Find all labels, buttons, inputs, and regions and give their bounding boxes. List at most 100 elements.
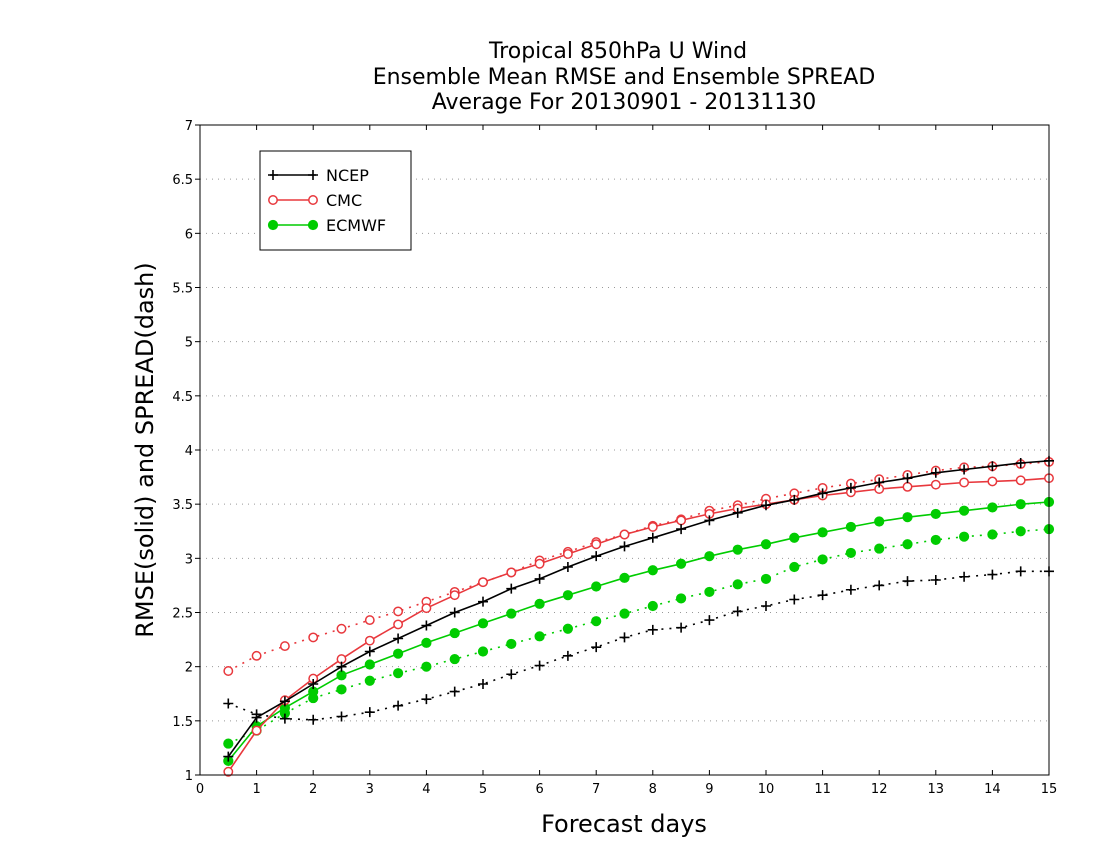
ncep-spread-point (393, 700, 404, 711)
cmc-rmse-point (421, 603, 432, 614)
y-tick-label: 5 (185, 336, 193, 351)
ncep-rmse-point (308, 679, 319, 689)
y-tick-label: 6 (185, 227, 193, 242)
ncep-spread-point (789, 594, 800, 605)
ncep-rmse-point (817, 488, 828, 499)
ncep-spread-point (506, 669, 517, 680)
ncep-rmse-point (959, 464, 970, 475)
ecmwf-spread-point (506, 638, 517, 650)
ecmwf-rmse-point (534, 598, 545, 609)
ncep-spread-point (704, 615, 715, 626)
ncep-spread-point (364, 707, 375, 718)
cmc-rmse-point (223, 766, 234, 777)
ecmwf-spread-point (477, 646, 489, 657)
ncep-rmse-point (704, 515, 715, 526)
legend: NCEP CMC ECMWF (259, 150, 412, 251)
ecmwf-rmse-point (987, 502, 998, 513)
title-line-2: Ensemble Mean RMSE and Ensemble SPREAD (373, 65, 876, 90)
ncep-spread-point (676, 622, 687, 633)
x-tick-label: 3 (366, 782, 374, 797)
ecmwf-spread-point (647, 600, 658, 612)
cmc-rmse-point (534, 558, 545, 569)
ecmwf-spread-point (591, 616, 602, 627)
ncep-spread-point (761, 601, 771, 611)
ecmwf-rmse-point (760, 539, 772, 550)
x-tick-label: 5 (479, 782, 487, 797)
ncep-rmse-point (732, 507, 743, 518)
legend-label-ecmwf: ECMWF (326, 216, 386, 235)
ncep-rmse-point (421, 620, 432, 631)
y-tick-label: 5.5 (172, 282, 193, 297)
ncep-rmse-point (336, 661, 347, 672)
cmc-rmse-point (676, 515, 687, 526)
y-tick-label: 4.5 (172, 390, 193, 405)
ecmwf-spread-point (336, 684, 347, 695)
ncep-spread-point (449, 686, 460, 697)
ecmwf-spread-point (930, 534, 941, 546)
ecmwf-spread-point (619, 608, 630, 619)
ecmwf-rmse-point (591, 581, 602, 592)
ncep-rmse-point (478, 596, 488, 607)
ncep-rmse-point (789, 494, 800, 505)
ecmwf-rmse-point (1015, 499, 1026, 510)
ncep-spread-point (902, 576, 913, 587)
ecmwf-rmse-point (902, 512, 913, 523)
ncep-rmse-point (506, 583, 517, 594)
x-tick-label: 0 (196, 782, 204, 797)
x-tick-label: 2 (309, 782, 317, 797)
ecmwf-spread-point (845, 547, 857, 559)
cmc-rmse-point (647, 521, 658, 532)
y-tick-label: 7 (185, 119, 193, 134)
ecmwf-spread-point (874, 543, 885, 554)
ecmwf-spread-point (562, 623, 574, 634)
ncep-spread-point (874, 580, 885, 591)
ncep-rmse-point (845, 482, 856, 493)
y-tick-label: 1 (185, 769, 193, 784)
ecmwf-spread-point (449, 653, 460, 665)
x-axis-label: Forecast days (541, 810, 707, 838)
ecmwf-spread-point (902, 539, 913, 550)
cmc-rmse-point (959, 477, 970, 488)
ncep-spread-point (732, 606, 743, 617)
y-tick-label: 4 (185, 444, 193, 459)
ecmwf-spread-point (534, 631, 545, 642)
ncep-spread-line (228, 570, 1049, 721)
cmc-rmse-point (562, 549, 573, 559)
legend-label-cmc: CMC (326, 191, 362, 210)
ncep-spread-point (279, 713, 290, 724)
cmc-spread-point (393, 606, 404, 617)
cmc-rmse-point (506, 567, 517, 578)
ncep-rmse-point (449, 607, 460, 618)
x-tick-label: 10 (758, 782, 775, 797)
x-tick-label: 13 (928, 782, 945, 797)
ncep-rmse-point (562, 562, 573, 572)
ecmwf-rmse-point (874, 516, 885, 527)
x-tick-label: 7 (592, 782, 600, 797)
cmc-spread-point (279, 641, 290, 652)
ncep-rmse-point (902, 473, 913, 484)
ncep-rmse-point (987, 461, 998, 472)
ecmwf-rmse-point (704, 551, 715, 562)
cmc-rmse-point (449, 590, 460, 601)
ncep-rmse-point (393, 633, 404, 644)
ncep-rmse-point (591, 551, 602, 562)
cmc-rmse-point (619, 529, 630, 540)
chart-title: Tropical 850hPa U Wind Ensemble Mean RMS… (373, 39, 876, 115)
ecmwf-spread-point (760, 573, 772, 585)
ncep-spread-point (647, 624, 658, 635)
ecmwf-rmse-point (393, 648, 404, 659)
ecmwf-rmse-point (676, 558, 687, 569)
ncep-rmse-point (364, 646, 375, 657)
ecmwf-rmse-point (930, 508, 941, 520)
legend-label-ncep: NCEP (326, 166, 369, 185)
ecmwf-rmse-point (336, 670, 347, 681)
cmc-rmse-line (227, 477, 1050, 773)
ncep-rmse-point (874, 477, 885, 488)
ncep-rmse-point (279, 696, 290, 707)
cmc-spread-point (223, 666, 234, 676)
ecmwf-rmse-point (959, 505, 970, 516)
ncep-spread-point (930, 575, 941, 585)
ecmwf-rmse-point (364, 659, 375, 670)
ecmwf-spread-point (223, 738, 234, 749)
